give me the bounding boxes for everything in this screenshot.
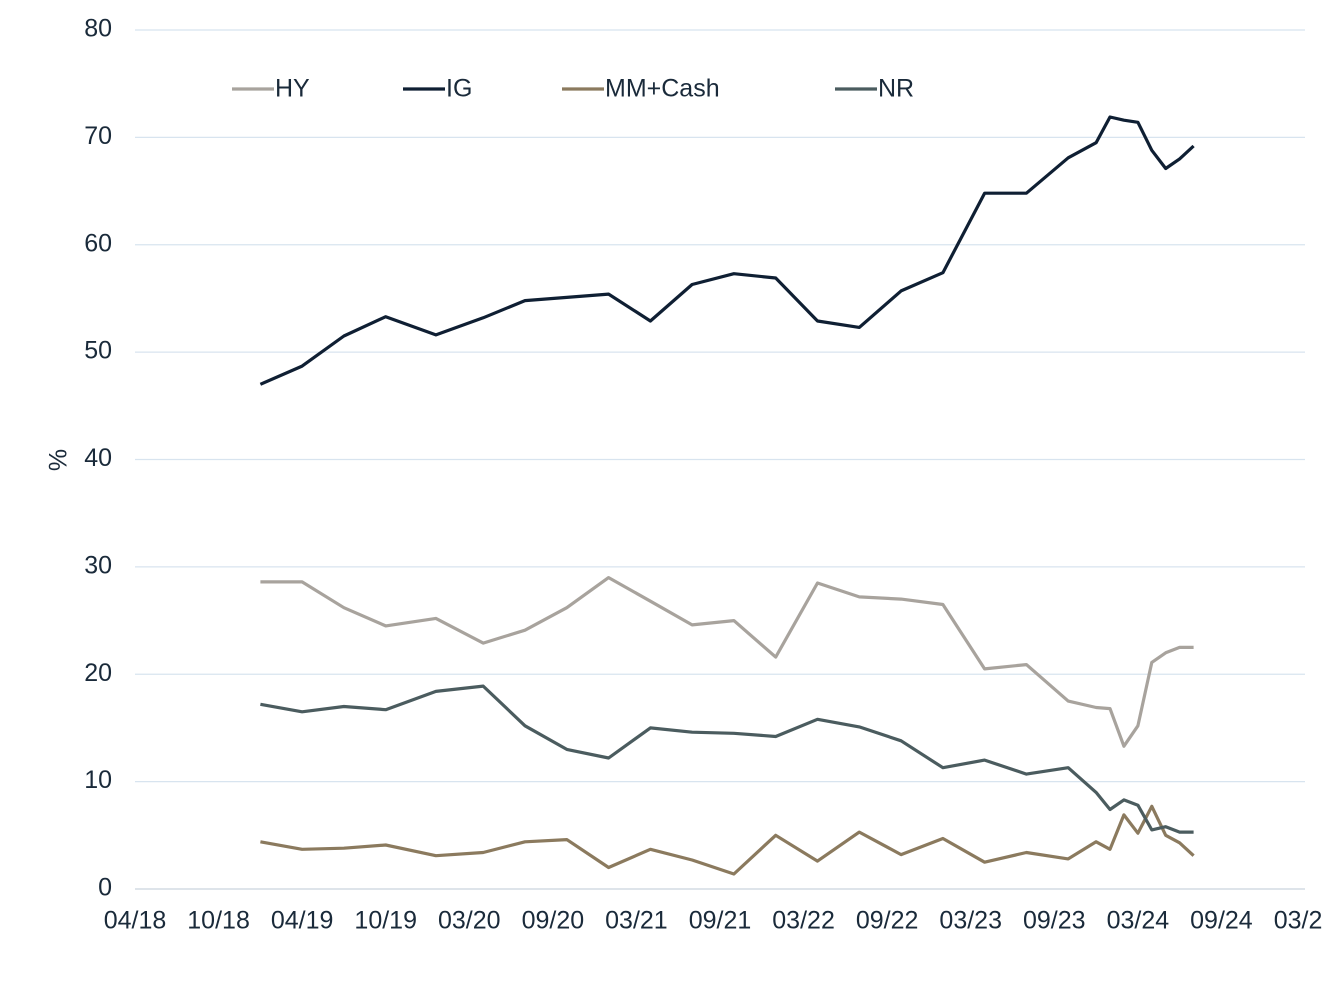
- legend-label: NR: [878, 75, 914, 103]
- x-tick-label: 03/21: [605, 907, 668, 935]
- x-tick-label: 10/19: [354, 907, 417, 935]
- x-tick-label: 03/20: [438, 907, 501, 935]
- y-tick-label: 0: [98, 874, 112, 902]
- series-line: [260, 804, 1195, 876]
- legend-label: MM+Cash: [605, 75, 720, 103]
- y-axis-label: %: [45, 449, 73, 471]
- x-tick-label: 09/22: [856, 907, 919, 935]
- legend-label: IG: [446, 75, 472, 103]
- x-tick-label: 03/24: [1107, 907, 1170, 935]
- x-tick-label: 04/18: [104, 907, 167, 935]
- x-tick-label: 09/21: [689, 907, 752, 935]
- series-line: [260, 684, 1194, 834]
- y-tick-label: 80: [84, 15, 112, 43]
- x-tick-label: 04/19: [271, 907, 334, 935]
- x-tick-label: 03/23: [939, 907, 1002, 935]
- y-tick-label: 60: [84, 229, 112, 257]
- x-tick-label: 10/18: [187, 907, 250, 935]
- y-tick-label: 20: [84, 659, 112, 687]
- x-tick-label: 03/22: [772, 907, 835, 935]
- legend-label: HY: [275, 75, 310, 103]
- series-line: [260, 576, 1194, 748]
- x-tick-label: 09/23: [1023, 907, 1086, 935]
- x-tick-label: 09/24: [1190, 907, 1253, 935]
- y-tick-label: 30: [84, 551, 112, 579]
- y-tick-label: 40: [84, 444, 112, 472]
- x-tick-label: 09/20: [522, 907, 585, 935]
- y-tick-label: 70: [84, 122, 112, 150]
- series-line: [259, 115, 1195, 386]
- y-tick-label: 10: [84, 766, 112, 794]
- x-tick-label: 03/25: [1274, 907, 1322, 935]
- y-tick-label: 50: [84, 337, 112, 365]
